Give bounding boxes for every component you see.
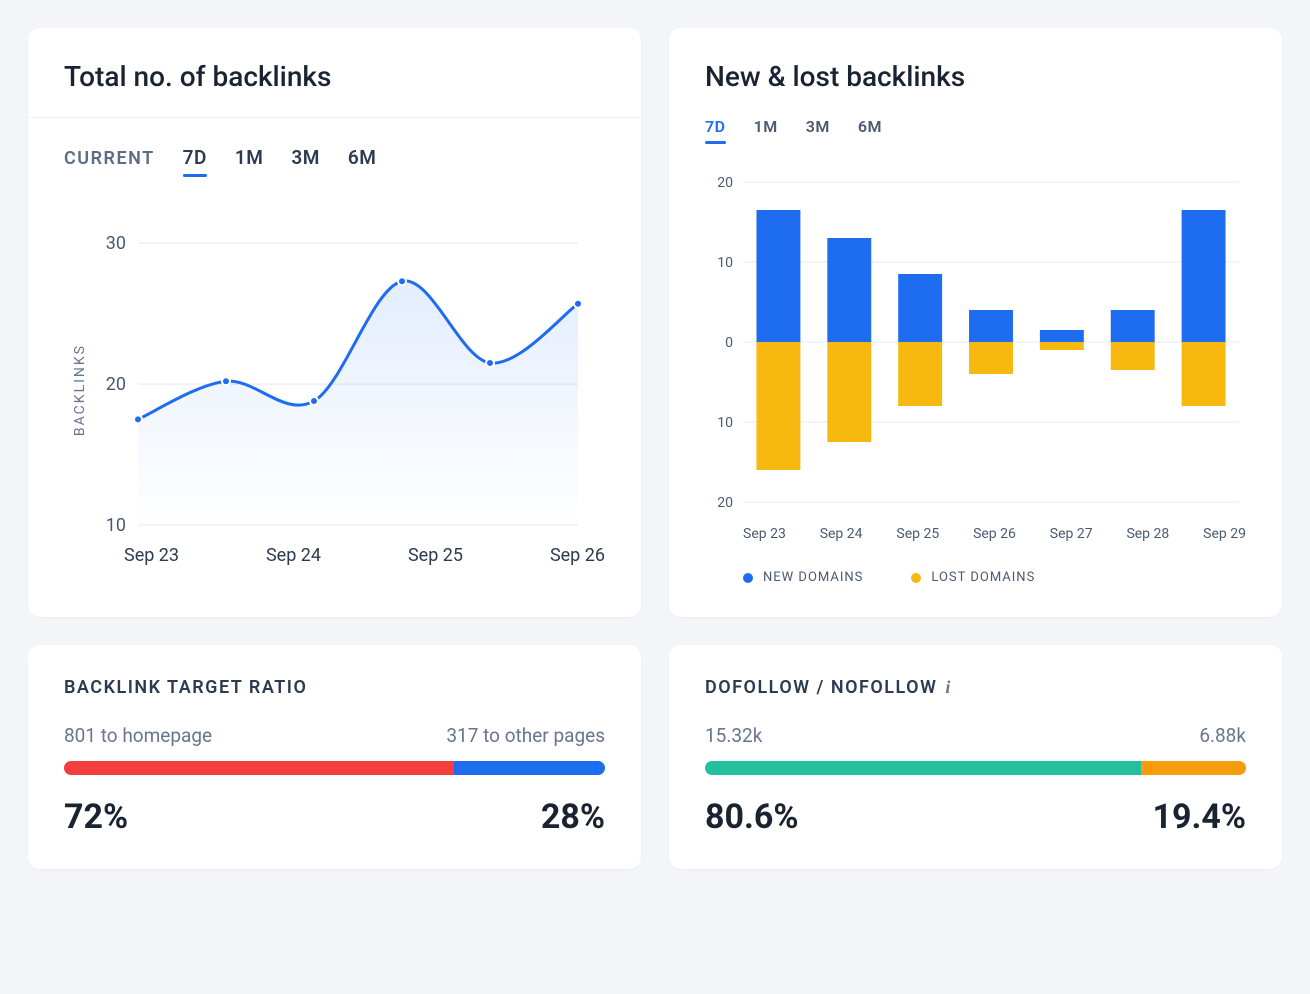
card-title: BACKLINK TARGET RATIO <box>64 677 605 698</box>
ratio-left-label: 801 to homepage <box>64 724 212 747</box>
card-title-text: DOFOLLOW / NOFOLLOW <box>705 677 937 698</box>
card-title: DOFOLLOW / NOFOLLOW i <box>705 677 1246 698</box>
x-label: Sep 25 <box>408 545 463 566</box>
ratio-left-pct: 80.6% <box>705 797 799 837</box>
tab-7d[interactable]: 7D <box>705 117 726 144</box>
line-chart: 10 20 30 <box>88 205 605 535</box>
tab-7d[interactable]: 7D <box>183 146 207 177</box>
card-title: New & lost backlinks <box>705 60 1246 93</box>
y-axis-label: BACKLINKS <box>64 304 88 436</box>
svg-text:0: 0 <box>725 335 733 351</box>
bar-chart: 20 10 0 10 20 <box>705 172 1245 512</box>
svg-text:30: 30 <box>106 233 126 254</box>
legend-dot-new <box>743 573 753 583</box>
info-icon[interactable]: i <box>945 677 952 698</box>
legend-new: NEW DOMAINS <box>743 570 863 585</box>
ratio-right-pct: 19.4% <box>1152 797 1246 837</box>
card-title: Total no. of backlinks <box>64 60 605 93</box>
new-lost-card: New & lost backlinks 7D 1M 3M 6M 20 10 0 10… <box>669 28 1282 617</box>
x-label: Sep 24 <box>820 526 863 542</box>
svg-text:10: 10 <box>717 255 733 271</box>
x-label: Sep 25 <box>896 526 939 542</box>
x-axis-labels: Sep 23 Sep 24 Sep 25 Sep 26 <box>64 545 605 566</box>
ratio-left-label: 15.32k <box>705 724 762 747</box>
target-ratio-card: BACKLINK TARGET RATIO 801 to homepage 31… <box>28 645 641 869</box>
x-label: Sep 28 <box>1126 526 1169 542</box>
legend-label: NEW DOMAINS <box>763 570 863 585</box>
legend-label: LOST DOMAINS <box>931 570 1035 585</box>
tab-1m[interactable]: 1M <box>235 146 263 177</box>
tab-current-label: CURRENT <box>64 148 155 177</box>
legend: NEW DOMAINS LOST DOMAINS <box>705 570 1246 585</box>
svg-text:10: 10 <box>106 515 126 535</box>
total-backlinks-card: Total no. of backlinks CURRENT 7D 1M 3M … <box>28 28 641 617</box>
tab-6m[interactable]: 6M <box>858 117 882 144</box>
ratio-left-pct: 72% <box>64 797 128 837</box>
x-label: Sep 23 <box>743 526 786 542</box>
svg-text:20: 20 <box>106 374 126 395</box>
x-label: Sep 29 <box>1203 526 1246 542</box>
ratio-right-pct: 28% <box>541 797 605 837</box>
svg-text:20: 20 <box>717 495 733 511</box>
ratio-right-label: 6.88k <box>1199 724 1246 747</box>
period-tabs: 7D 1M 3M 6M <box>705 117 1246 144</box>
x-axis-labels: Sep 23 Sep 24 Sep 25 Sep 26 Sep 27 Sep 2… <box>705 526 1246 542</box>
tab-1m[interactable]: 1M <box>754 117 778 144</box>
tab-3m[interactable]: 3M <box>806 117 830 144</box>
svg-text:20: 20 <box>717 175 733 191</box>
x-label: Sep 24 <box>266 545 321 566</box>
x-label: Sep 26 <box>973 526 1016 542</box>
dofollow-card: DOFOLLOW / NOFOLLOW i 15.32k 6.88k 80.6%… <box>669 645 1282 869</box>
x-label: Sep 23 <box>124 545 179 566</box>
legend-lost: LOST DOMAINS <box>911 570 1035 585</box>
ratio-right-label: 317 to other pages <box>446 724 605 747</box>
ratio-bar <box>705 761 1246 775</box>
ratio-bar <box>64 761 605 775</box>
legend-dot-lost <box>911 573 921 583</box>
x-label: Sep 27 <box>1050 526 1093 542</box>
x-label: Sep 26 <box>550 545 605 566</box>
tab-3m[interactable]: 3M <box>291 146 319 177</box>
divider <box>28 117 641 118</box>
svg-text:10: 10 <box>717 415 733 431</box>
period-tabs: CURRENT 7D 1M 3M 6M <box>64 146 605 177</box>
tab-6m[interactable]: 6M <box>348 146 376 177</box>
